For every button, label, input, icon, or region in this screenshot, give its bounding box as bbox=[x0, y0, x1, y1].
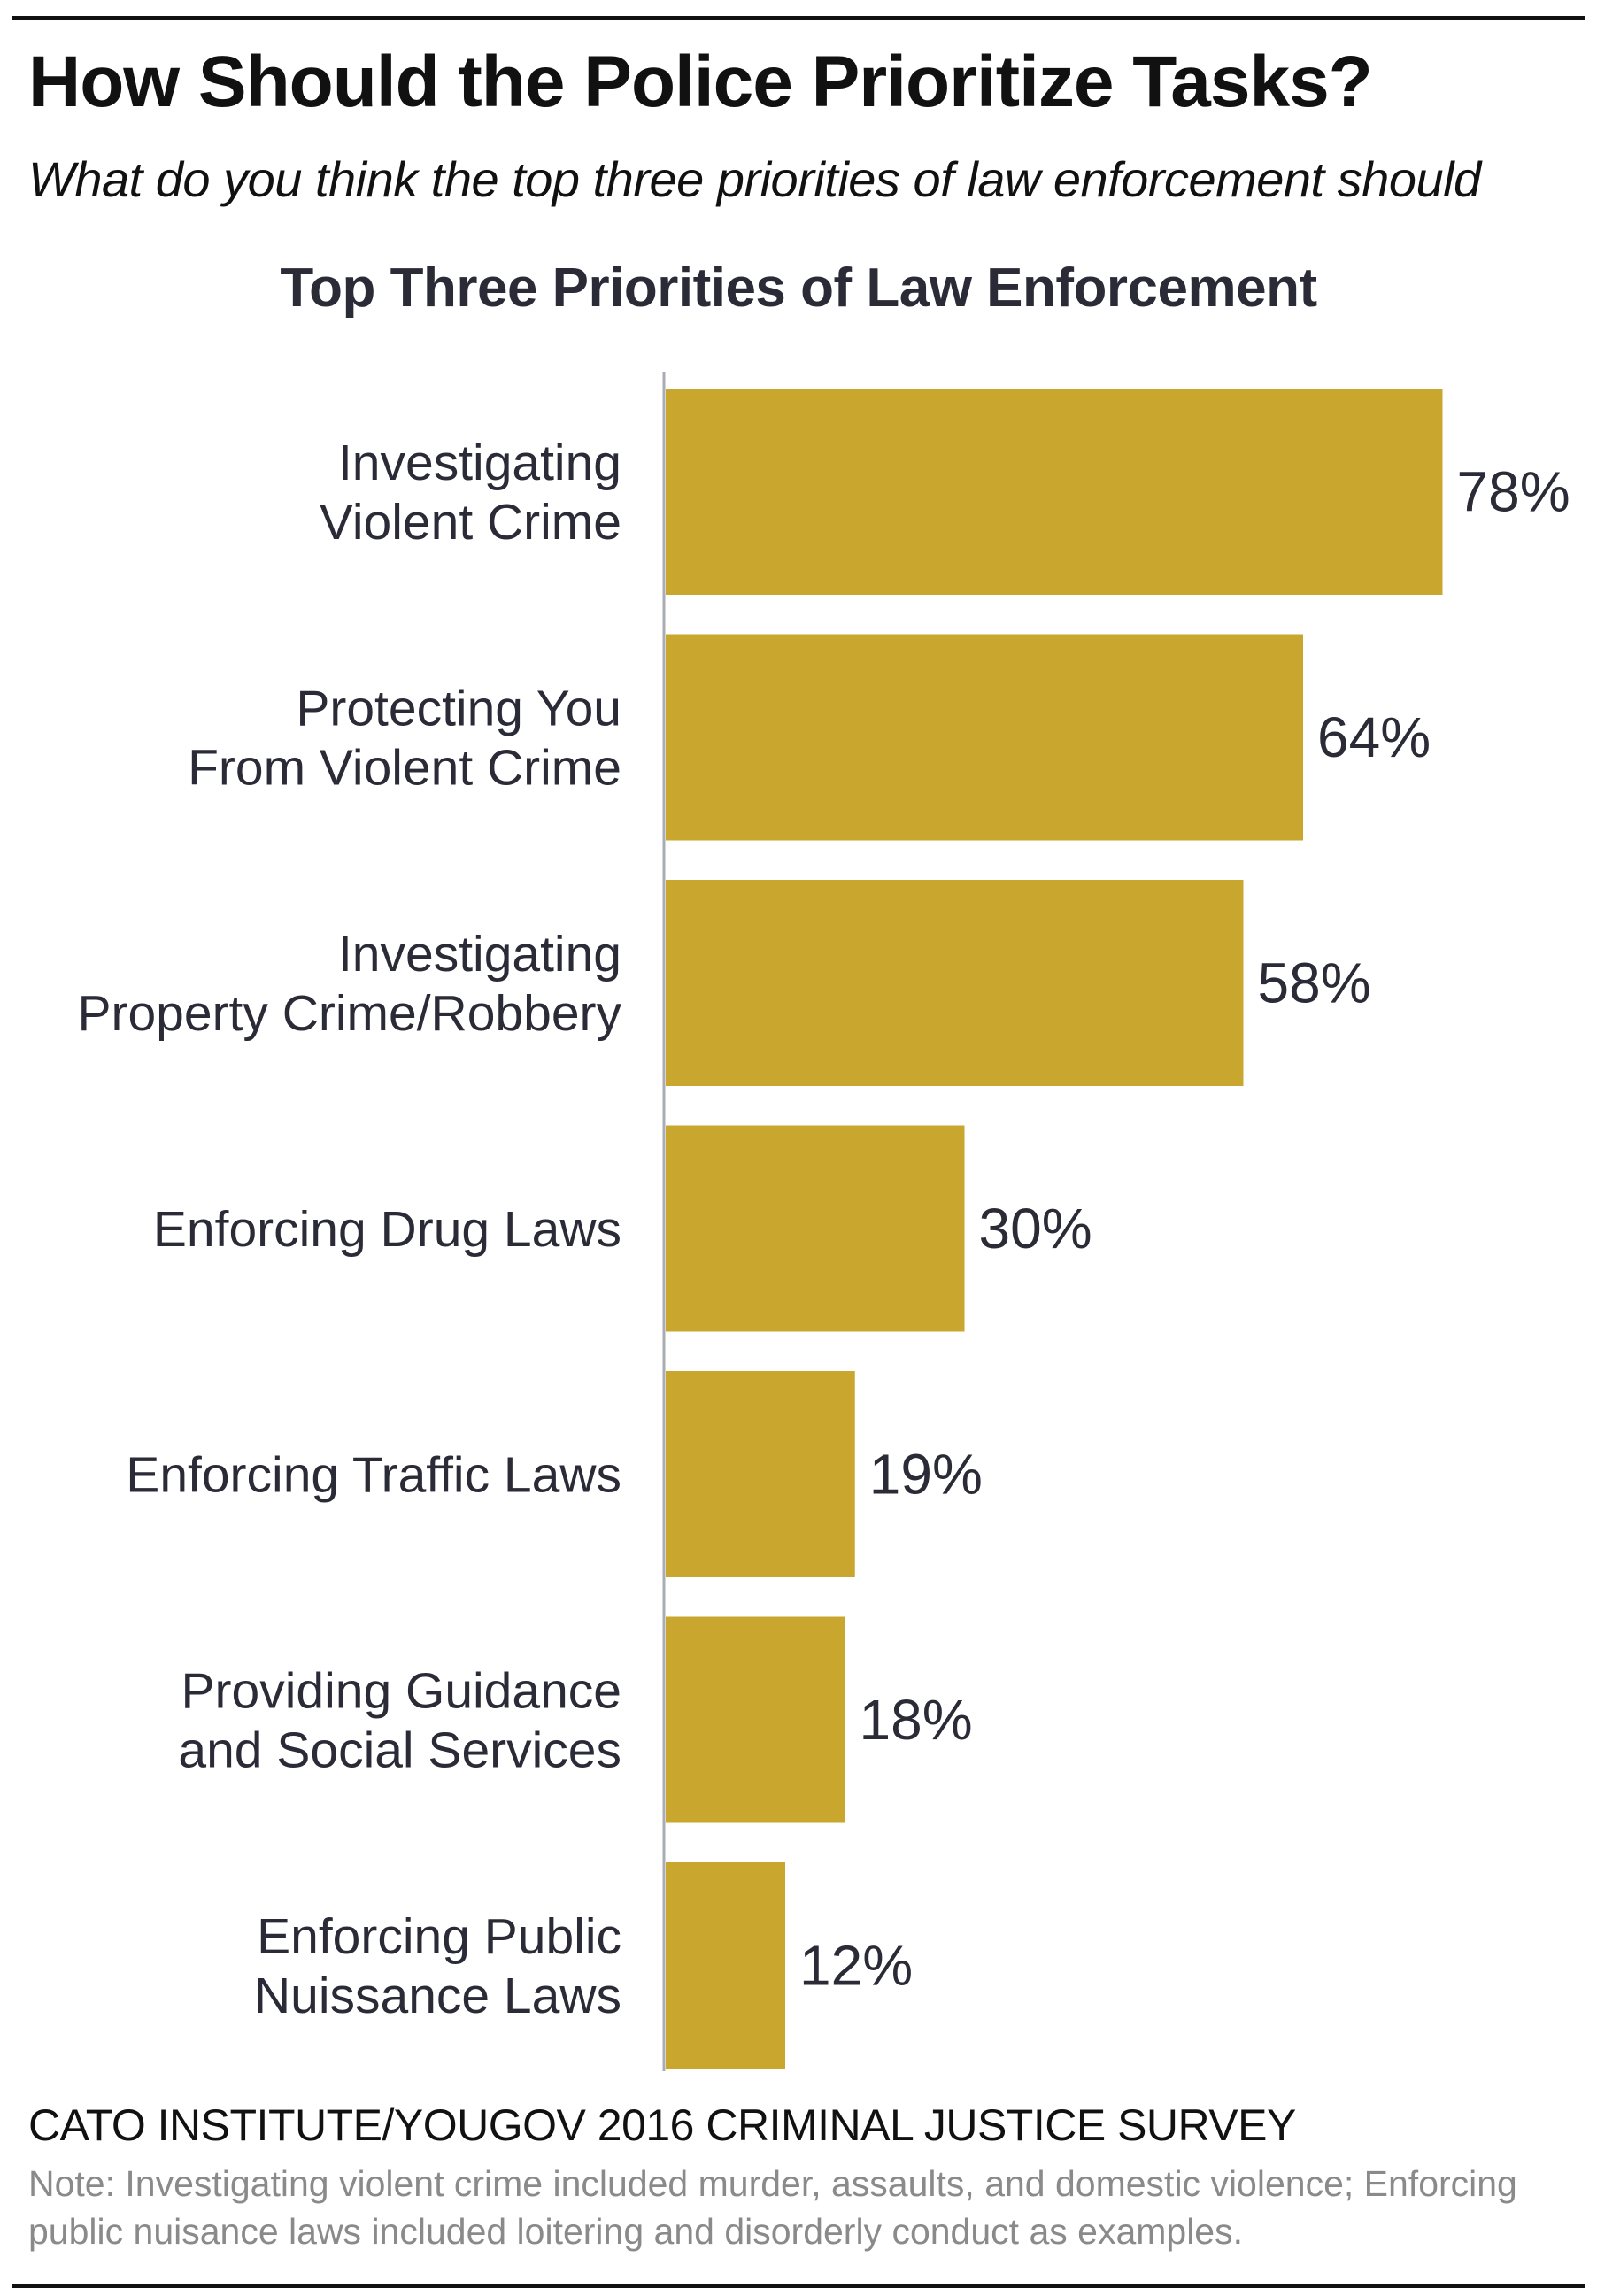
data-label: 12% bbox=[799, 1934, 913, 1998]
category-label: Providing Guidance bbox=[181, 1663, 621, 1720]
category-label: Enforcing Traffic Laws bbox=[126, 1447, 621, 1504]
category-label: Investigating bbox=[338, 435, 621, 491]
data-label: 30% bbox=[979, 1197, 1092, 1260]
bar bbox=[666, 634, 1303, 841]
bar bbox=[666, 1616, 845, 1823]
data-label: 58% bbox=[1258, 952, 1371, 1015]
category-label: Nuissance Laws bbox=[254, 1968, 621, 2024]
bottom-rule bbox=[12, 2284, 1585, 2288]
subtitle: What do you think the top three prioriti… bbox=[28, 151, 1481, 207]
data-label: 64% bbox=[1317, 705, 1431, 769]
source-line: CATO INSTITUTE/YOUGOV 2016 CRIMINAL JUST… bbox=[28, 2100, 1296, 2150]
data-label: 78% bbox=[1457, 460, 1570, 524]
category-label: Enforcing Drug Laws bbox=[153, 1201, 621, 1258]
category-label: Investigating bbox=[338, 926, 621, 982]
page-title: How Should the Police Prioritize Tasks? bbox=[28, 42, 1373, 122]
note: Note: Investigating violent crime includ… bbox=[28, 2163, 1517, 2252]
data-label: 19% bbox=[869, 1443, 983, 1506]
category-label: Enforcing Public bbox=[257, 1908, 621, 1965]
category-label: Protecting You bbox=[296, 681, 621, 737]
bar bbox=[666, 389, 1443, 595]
category-label: From Violent Crime bbox=[188, 740, 621, 797]
bar bbox=[666, 880, 1244, 1086]
data-label: 18% bbox=[860, 1688, 973, 1752]
bar bbox=[666, 1862, 785, 2069]
category-label: Violent Crime bbox=[320, 494, 621, 551]
category-label: and Social Services bbox=[178, 1722, 621, 1779]
category-label: Property Crime/Robbery bbox=[77, 985, 621, 1042]
chart-title: Top Three Priorities of Law Enforcement bbox=[280, 258, 1317, 319]
bar bbox=[666, 1371, 855, 1577]
top-rule bbox=[12, 16, 1585, 20]
bar bbox=[666, 1125, 965, 1332]
